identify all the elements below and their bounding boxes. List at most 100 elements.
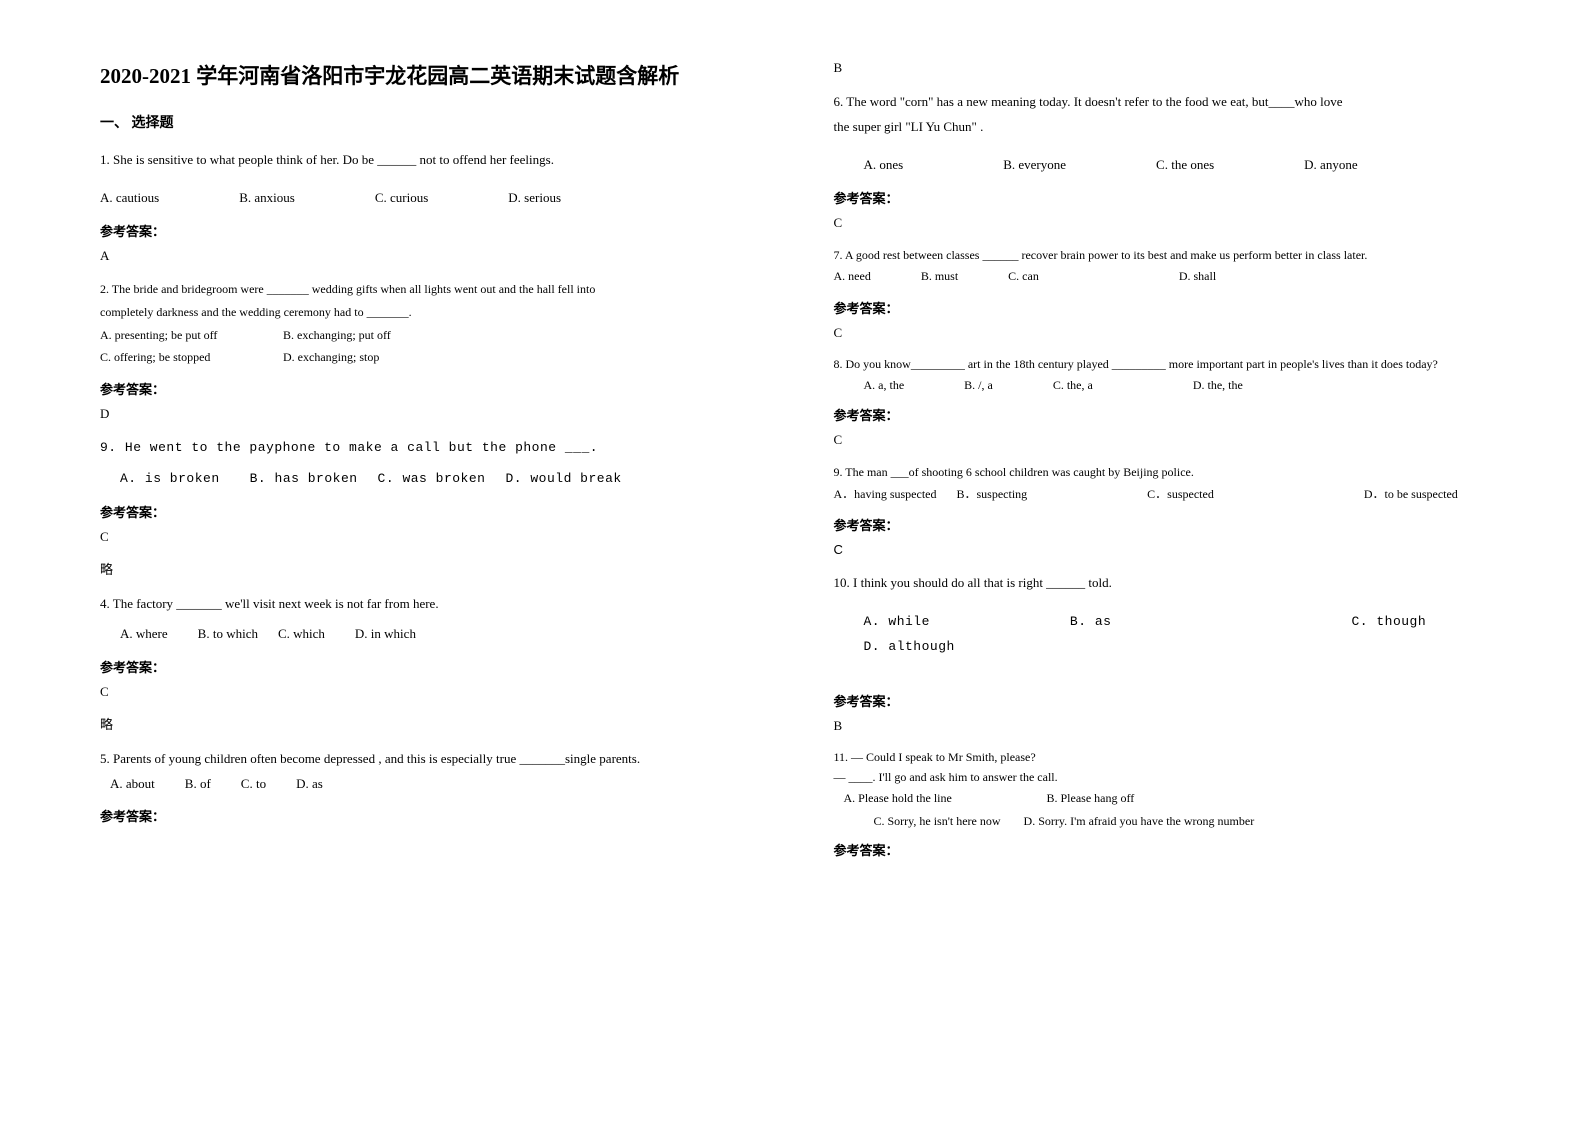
option-d: D. as [296, 772, 323, 797]
option-a: A. is broken [120, 467, 220, 492]
question-text: 1. She is sensitive to what people think… [100, 148, 774, 173]
option-a: A. where [120, 622, 168, 647]
answer-label: 参考答案： [100, 657, 774, 676]
option-b: B. must [921, 265, 958, 288]
answer-label: 参考答案： [100, 221, 774, 240]
section-header: 一、 选择题 [100, 112, 774, 132]
option-d: D. although [864, 635, 955, 660]
question-text: 4. The factory _______ we'll visit next … [100, 592, 774, 617]
question-3: 9. He went to the payphone to make a cal… [100, 436, 774, 491]
options: A. where B. to which C. which D. in whic… [100, 622, 774, 647]
option-d: D. anyone [1304, 153, 1357, 178]
option-d: D. Sorry. I'm afraid you have the wrong … [1024, 814, 1255, 828]
question-5: 5. Parents of young children often becom… [100, 747, 774, 796]
option-c: C. though [1351, 610, 1426, 635]
answer: C [100, 529, 774, 545]
answer: A [100, 248, 774, 264]
answer-label: 参考答案： [100, 502, 774, 521]
options: A. while B. as C. though D. although [834, 610, 1508, 659]
option-a: A. Please hold the line [844, 787, 1044, 810]
option-c: C. was broken [378, 467, 486, 492]
option-c: C. offering; be stopped [100, 346, 280, 369]
option-b: B. /, a [964, 374, 993, 397]
options: A. need B. must C. can D. shall [834, 265, 1508, 288]
options: A. cautious B. anxious C. curious D. ser… [100, 186, 774, 211]
option-b: B. everyone [1003, 153, 1066, 178]
option-a: A. need [834, 265, 871, 288]
option-c: C. the, a [1053, 374, 1093, 397]
question-text: completely darkness and the wedding cere… [100, 301, 774, 324]
right-column: B 6. The word "corn" has a new meaning t… [814, 60, 1528, 1102]
options: A. presenting; be put off B. exchanging;… [100, 324, 774, 370]
question-text: 2. The bride and bridegroom were _______… [100, 278, 774, 301]
answer: D [100, 406, 774, 422]
answer: C [100, 684, 774, 700]
answer: C [834, 432, 1508, 448]
option-d: D. exchanging; stop [283, 350, 379, 364]
options: A. a, the B. /, a C. the, a D. the, the [834, 374, 1508, 397]
option-a: A. a, the [864, 374, 905, 397]
option-b: B. has broken [250, 467, 358, 492]
question-text: 10. I think you should do all that is ri… [834, 571, 1508, 596]
option-d: D. would break [505, 467, 621, 492]
option-c: C．suspected [1147, 483, 1214, 506]
answer: C [834, 215, 1508, 231]
option-b: B．suspecting [956, 483, 1027, 506]
option-b: B. anxious [239, 186, 295, 211]
question-text: — ____. I'll go and ask him to answer th… [834, 768, 1508, 787]
question-text: 6. The word "corn" has a new meaning tod… [834, 90, 1508, 115]
answer-label: 参考答案： [834, 515, 1508, 534]
answer-label: 参考答案： [834, 188, 1508, 207]
option-a: A. about [110, 772, 155, 797]
answer-label: 参考答案： [100, 379, 774, 398]
answer-note: 略 [100, 559, 774, 578]
question-text: 9. He went to the payphone to make a cal… [100, 436, 774, 461]
answer: B [834, 60, 1508, 76]
option-a: A．having suspected [834, 483, 937, 506]
answer-label: 参考答案： [834, 840, 1508, 859]
question-1: 1. She is sensitive to what people think… [100, 148, 774, 211]
question-4: 4. The factory _______ we'll visit next … [100, 592, 774, 647]
option-a: A. while [864, 610, 930, 635]
option-a: A. presenting; be put off [100, 324, 280, 347]
document-title: 2020-2021 学年河南省洛阳市宇龙花园高二英语期末试题含解析 [100, 60, 774, 94]
question-text: 8. Do you know_________ art in the 18th … [834, 355, 1508, 374]
answer-label: 参考答案： [100, 806, 774, 825]
question-11: 11. — Could I speak to Mr Smith, please?… [834, 748, 1508, 832]
question-text: 9. The man ___of shooting 6 school child… [834, 462, 1508, 482]
options: A. is broken B. has broken C. was broken… [100, 467, 774, 492]
options: A. Please hold the line B. Please hang o… [834, 787, 1508, 833]
answer-label: 参考答案： [834, 298, 1508, 317]
option-d: D. in which [355, 622, 416, 647]
option-d: D. shall [1179, 265, 1216, 288]
option-c: C. can [1008, 265, 1039, 288]
question-2: 2. The bride and bridegroom were _______… [100, 278, 774, 369]
option-b: B. to which [198, 622, 258, 647]
question-text: 7. A good rest between classes ______ re… [834, 245, 1508, 265]
option-c: C. which [278, 622, 325, 647]
option-c: C. the ones [1156, 153, 1214, 178]
answer: C [834, 542, 1508, 557]
left-column: 2020-2021 学年河南省洛阳市宇龙花园高二英语期末试题含解析 一、 选择题… [100, 60, 814, 1102]
answer: C [834, 325, 1508, 341]
option-c: C. Sorry, he isn't here now [874, 810, 1001, 833]
question-text: the super girl "LI Yu Chun" . [834, 115, 1508, 140]
option-b: B. Please hang off [1047, 791, 1135, 805]
options: A. ones B. everyone C. the ones D. anyon… [834, 153, 1508, 178]
option-c: C. to [241, 772, 266, 797]
question-text: 5. Parents of young children often becom… [100, 747, 774, 772]
options: A．having suspected B．suspecting C．suspec… [834, 483, 1508, 506]
question-8: 8. Do you know_________ art in the 18th … [834, 355, 1508, 397]
answer-note: 略 [100, 714, 774, 733]
option-a: A. ones [864, 153, 904, 178]
option-a: A. cautious [100, 186, 159, 211]
option-b: B. of [185, 772, 211, 797]
option-c: C. curious [375, 186, 428, 211]
question-10: 10. I think you should do all that is ri… [834, 571, 1508, 659]
option-b: B. as [1070, 610, 1112, 635]
option-b: B. exchanging; put off [283, 328, 391, 342]
question-7: 7. A good rest between classes ______ re… [834, 245, 1508, 288]
answer: B [834, 718, 1508, 734]
option-d: D．to be suspected [1364, 483, 1458, 506]
answer-label: 参考答案： [834, 691, 1508, 710]
